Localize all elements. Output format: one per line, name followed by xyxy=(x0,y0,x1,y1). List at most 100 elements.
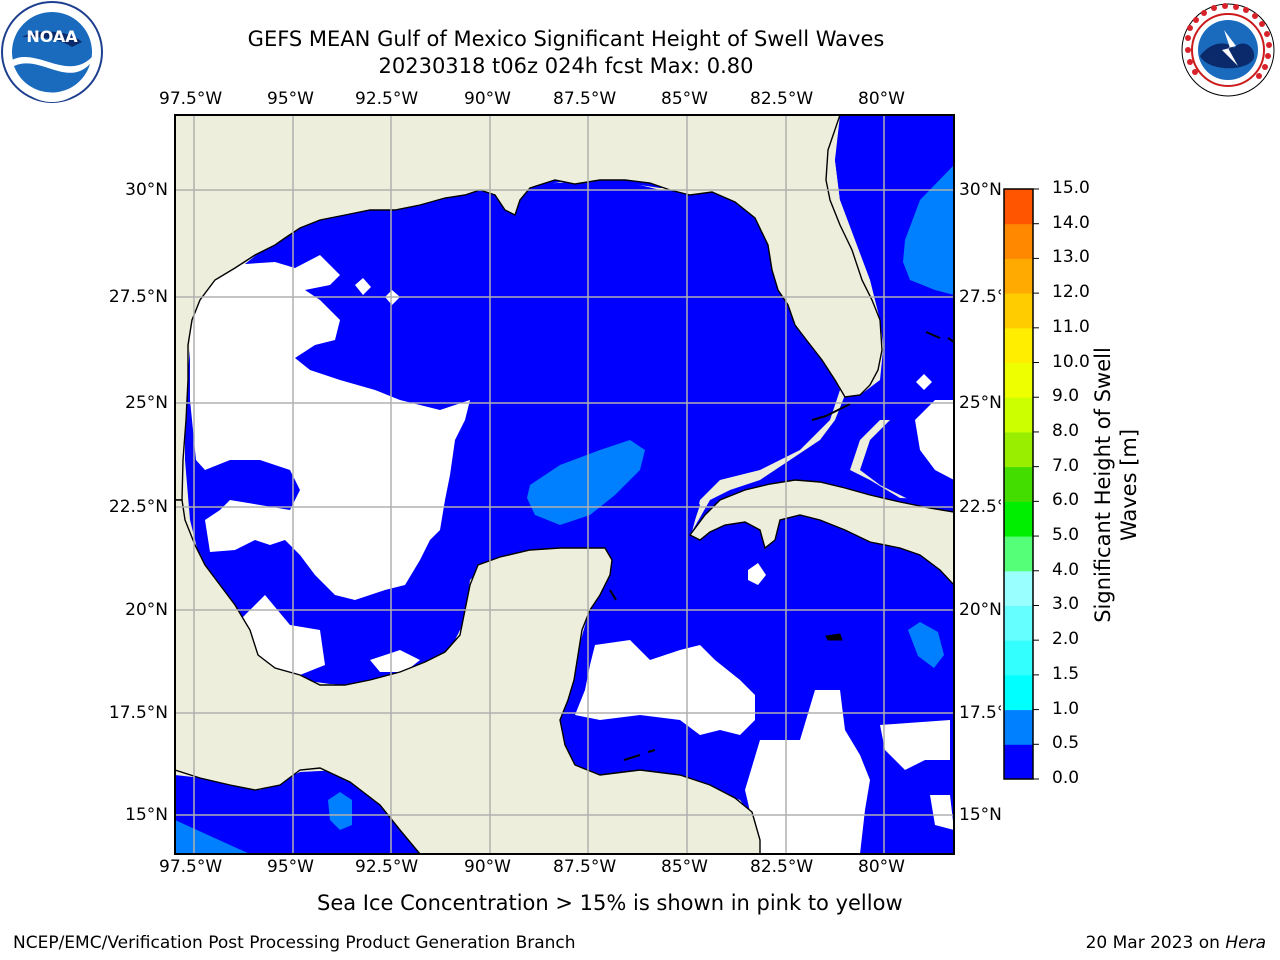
lat-label: 30°N xyxy=(125,180,168,200)
title-line-1: GEFS MEAN Gulf of Mexico Significant Hei… xyxy=(247,27,885,51)
colorbar-axis-label-line1: Significant Height of Swell xyxy=(1091,347,1115,623)
colorbar-tick-label: 4.0 xyxy=(1052,559,1080,580)
colorbar-swatch xyxy=(1004,397,1033,433)
lat-label: 25°N xyxy=(125,393,168,413)
no-data-small-4 xyxy=(916,374,932,390)
colorbar-tick-label: 7.0 xyxy=(1052,455,1080,476)
no-data-east-caribbean-2 xyxy=(930,795,954,830)
lat-label: 17.5°N xyxy=(108,703,168,723)
no-data-small-3 xyxy=(748,563,766,585)
credit-text: NCEP/EMC/Verification Post Processing Pr… xyxy=(13,933,576,953)
lon-label: 90°W xyxy=(464,89,511,109)
lat-label: 20°N xyxy=(125,600,168,620)
lon-label: 97.5°W xyxy=(159,89,223,109)
land-cozumel xyxy=(609,589,617,601)
lon-label: 87.5°W xyxy=(553,857,617,877)
lat-label: 30°N xyxy=(959,180,1002,200)
colorbar-swatch xyxy=(1004,640,1033,676)
date-stamp: 20 Mar 2023 on Hera xyxy=(1086,933,1266,953)
colorbar-axis-label: Significant Height of Swell Waves [m] xyxy=(1090,347,1142,623)
lon-label: 80°W xyxy=(858,89,905,109)
colorbar-frame xyxy=(1003,188,1034,780)
colorbar-axis-label-line2: Waves [m] xyxy=(1117,428,1141,542)
lat-label: 15°N xyxy=(959,805,1002,825)
sea-ice-note: Sea Ice Concentration > 15% is shown in … xyxy=(317,891,903,915)
noaa-logo: NOAA xyxy=(1,1,103,103)
land-bay-islands xyxy=(623,749,656,761)
gridlines xyxy=(175,115,954,854)
swell-contour-atlantic xyxy=(903,165,954,295)
lat-label: 15°N xyxy=(125,805,168,825)
swell-field-pacific xyxy=(175,770,420,854)
colorbar-swatch xyxy=(1004,431,1033,468)
colorbar-swatch xyxy=(1004,605,1033,641)
no-data-east-caribbean xyxy=(880,720,950,770)
colorbar-tick-label: 14.0 xyxy=(1052,212,1090,233)
colorbar-swatch xyxy=(1004,189,1033,225)
colorbar-swatch xyxy=(1004,744,1033,780)
lat-label: 27.5°N xyxy=(108,287,168,307)
colorbar-swatch xyxy=(1004,501,1033,537)
no-data-small-1 xyxy=(355,278,371,295)
no-data-florida-straits xyxy=(915,400,954,480)
colorbar-tick-label: 0.0 xyxy=(1052,768,1080,788)
colorbar-tick-label: 15.0 xyxy=(1052,178,1090,198)
lon-label: 90°W xyxy=(464,857,511,877)
land-jamaica xyxy=(825,633,843,641)
lon-label: 85°W xyxy=(661,857,708,877)
map-panel xyxy=(175,115,954,854)
swell-contour-caribbean xyxy=(908,622,944,668)
no-data-western-gulf xyxy=(190,255,470,600)
colorbar-tick-label: 8.0 xyxy=(1052,420,1080,441)
map-frame xyxy=(174,114,955,855)
lat-label: 20°N xyxy=(959,600,1002,620)
colorbar-swatch xyxy=(1004,674,1033,711)
date-text: 20 Mar 2023 on xyxy=(1085,933,1226,953)
colorbar-tick-label: 12.0 xyxy=(1052,282,1090,303)
no-data-honduras-offshore xyxy=(745,690,870,854)
title-line-2: 20230318 t06z 024h fcst Max: 0.80 xyxy=(378,54,754,78)
colorbar-swatch xyxy=(1004,466,1033,502)
land-mexico-central-america xyxy=(175,499,761,854)
colorbar-swatch xyxy=(1004,327,1033,364)
lon-label: 85°W xyxy=(661,89,708,109)
colorbar-tick-label: 2.0 xyxy=(1052,629,1080,650)
colorbar-swatch xyxy=(1004,362,1033,398)
noaa-logo-text: NOAA xyxy=(26,27,78,46)
colorbar-tick-label: 6.0 xyxy=(1052,490,1080,511)
lon-label: 95°W xyxy=(267,857,314,877)
lat-label: 22.5°N xyxy=(108,497,168,517)
colorbar-tick-label: 1.0 xyxy=(1052,698,1080,719)
colorbar-swatch xyxy=(1004,536,1033,572)
colorbar-tick-label: 0.5 xyxy=(1052,733,1080,754)
no-data-campeche-2 xyxy=(370,650,420,672)
colorbar-tick-label: 13.0 xyxy=(1052,247,1090,268)
swell-contour-gulf-center xyxy=(527,440,645,525)
lon-label: 92.5°W xyxy=(355,89,419,109)
land-florida-keys xyxy=(811,403,851,421)
host-text: Hera xyxy=(1225,933,1266,953)
nws-logo xyxy=(1181,3,1275,97)
lon-label: 95°W xyxy=(267,89,314,109)
lon-label: 80°W xyxy=(858,857,905,877)
land-us-gulf-coast xyxy=(175,115,883,501)
lon-label: 92.5°W xyxy=(355,857,419,877)
colorbar-tick-label: 3.0 xyxy=(1052,594,1080,615)
lon-label: 97.5°W xyxy=(159,857,223,877)
colorbar-tick-label: 5.0 xyxy=(1052,525,1080,546)
no-data-bay-of-campeche xyxy=(240,595,325,675)
lat-label: 25°N xyxy=(959,393,1002,413)
colorbar-swatch xyxy=(1004,258,1033,294)
lon-label: 82.5°W xyxy=(750,857,814,877)
no-data-yucatan-channel xyxy=(575,640,755,735)
colorbar-tick-label: 10.0 xyxy=(1052,351,1090,372)
colorbar-swatch xyxy=(1004,223,1033,259)
colorbar-swatches xyxy=(1003,188,1039,780)
colorbar-tick-label: 1.5 xyxy=(1052,663,1080,684)
colorbar-swatch xyxy=(1004,293,1033,329)
colorbar-tick-label: 11.0 xyxy=(1052,316,1090,337)
swell-contour-pacific-1 xyxy=(328,792,352,830)
lon-label: 87.5°W xyxy=(553,89,617,109)
colorbar-swatch xyxy=(1004,709,1033,745)
